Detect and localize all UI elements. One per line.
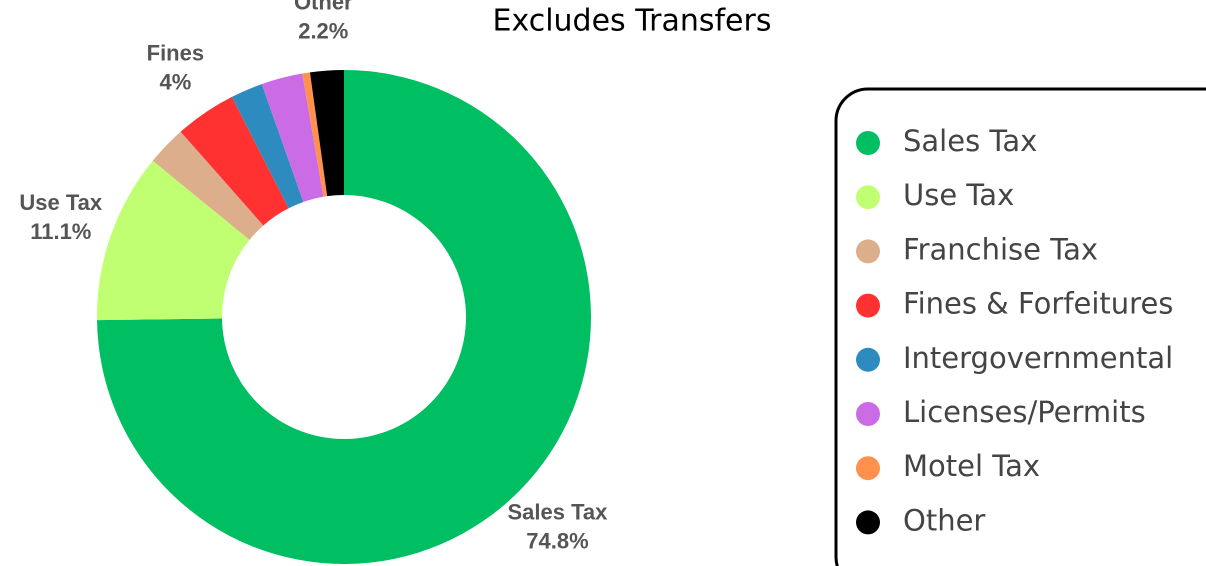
data-label-value: 2.2% [298, 19, 348, 44]
chart-title: Excludes Transfers [493, 4, 772, 39]
data-label-name: Other [294, 0, 353, 15]
donut-slice [97, 160, 250, 321]
legend-swatch [856, 402, 880, 426]
legend-label: Sales Tax [903, 124, 1037, 158]
legend-box [834, 87, 1206, 566]
donut-slice [152, 131, 264, 240]
legend-swatch [856, 456, 880, 481]
legend-swatch [856, 185, 880, 210]
legend-swatch [856, 239, 880, 264]
donut-slice [302, 72, 328, 197]
donut-slice [231, 84, 304, 209]
donut-slice [309, 70, 344, 197]
legend-swatch [856, 510, 880, 535]
data-label-value: 4% [159, 70, 191, 95]
donut-slice [97, 70, 591, 564]
data-label-name: Use Tax [19, 190, 103, 215]
data-label-name: Fines [147, 41, 204, 66]
data-label-value: 74.8% [526, 529, 588, 554]
donut-slice [180, 96, 289, 226]
legend-label: Fines & Forfeitures [903, 287, 1173, 321]
donut-slice [261, 73, 324, 202]
legend-label: Licenses/Permits [903, 395, 1146, 429]
legend-label: Use Tax [903, 178, 1014, 212]
legend-label: Other [903, 503, 985, 537]
legend-label: Intergovernmental [903, 341, 1173, 375]
legend-swatch [856, 131, 880, 155]
legend-label: Franchise Tax [903, 232, 1098, 266]
legend-swatch [856, 293, 880, 318]
legend-label: Motel Tax [903, 449, 1040, 483]
data-label-name: Sales Tax [508, 500, 609, 525]
data-label-value: 11.1% [30, 219, 91, 244]
legend-swatch [856, 347, 880, 372]
